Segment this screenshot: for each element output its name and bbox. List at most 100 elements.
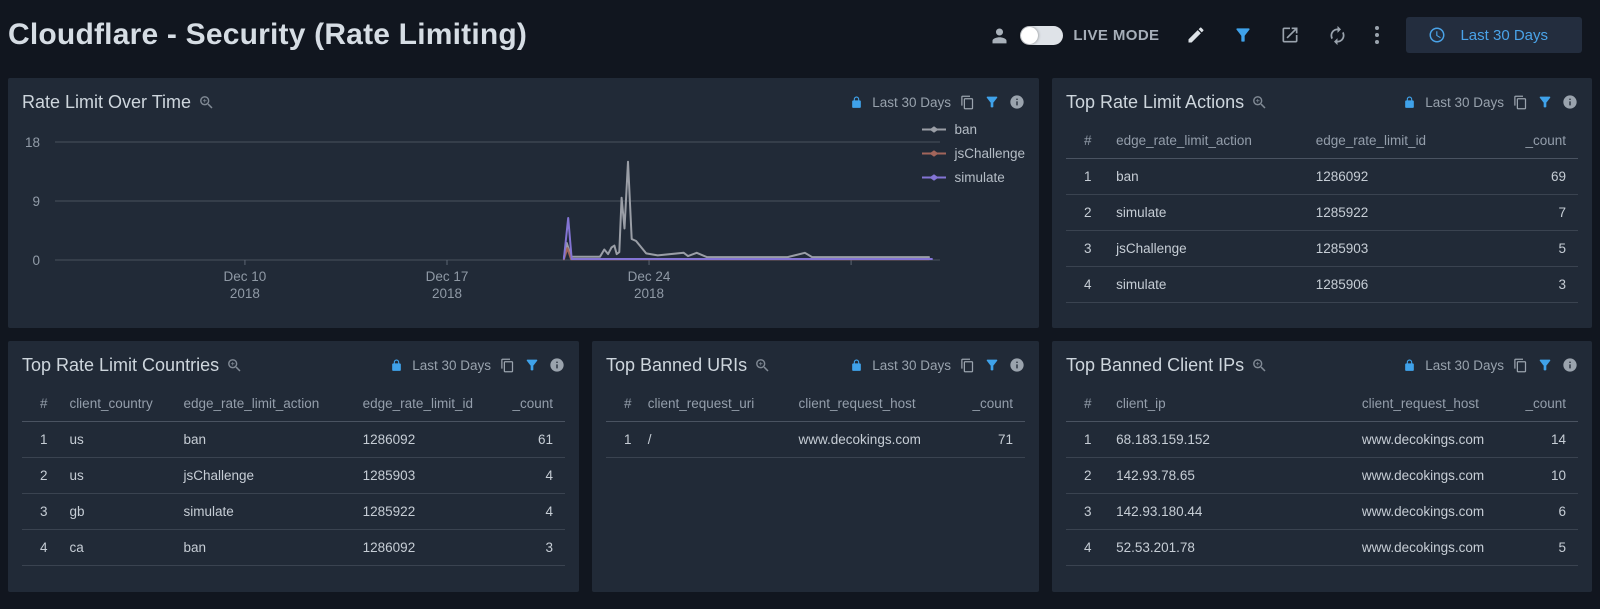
table-cell: 1286092 [358, 421, 500, 458]
zoom-in-icon[interactable] [754, 357, 771, 374]
table-row[interactable]: 2 us jsChallenge 1285903 4 [22, 457, 565, 494]
info-icon[interactable] [1562, 94, 1578, 110]
legend-item-simulate[interactable]: simulate [922, 170, 1025, 185]
table-cell: 4 [499, 493, 565, 530]
table-cell: 68.183.159.152 [1112, 421, 1358, 458]
x-tick-label: Dec 10 [224, 269, 267, 284]
chart-area: 0 9 18 Dec 10 2018 Dec 17 2018 Dec 24 2018 ban js… [22, 120, 1025, 307]
column-header-count[interactable]: _count [1506, 387, 1578, 422]
table-cell: ban [179, 421, 359, 458]
table-cell: ca [65, 529, 180, 566]
column-header-client-ip[interactable]: client_ip [1112, 387, 1358, 422]
copy-icon[interactable] [500, 358, 515, 373]
legend-item-jschallenge[interactable]: jsChallenge [922, 146, 1025, 161]
top-banned-uris-table: # client_request_uri client_request_host _c… [606, 387, 1025, 458]
x-tick-label-year: 2018 [634, 286, 664, 301]
table-cell: 5 [1496, 230, 1578, 267]
zoom-in-icon[interactable] [198, 94, 215, 111]
table-header-row: # client_country edge_rate_limit_action edg… [22, 387, 565, 422]
table-row[interactable]: 1 us ban 1286092 61 [22, 421, 565, 458]
table-cell: 52.53.201.78 [1112, 529, 1358, 566]
panel-title: Top Rate Limit Countries [22, 354, 220, 375]
table-cell: 14 [1506, 421, 1578, 458]
table-cell: 4 [1066, 266, 1113, 303]
legend-item-ban[interactable]: ban [922, 122, 1025, 137]
table-cell: 4 [1066, 529, 1113, 566]
column-header-count[interactable]: _count [953, 387, 1025, 422]
info-icon[interactable] [1009, 94, 1025, 110]
table-row[interactable]: 3 142.93.180.44 www.decokings.com 6 [1066, 493, 1578, 530]
table-header-row: # edge_rate_limit_action edge_rate_limit_i… [1066, 124, 1578, 159]
column-header-count[interactable]: _count [499, 387, 565, 422]
column-header-client-request-host[interactable]: client_request_host [1357, 387, 1507, 422]
filter-icon[interactable] [1537, 94, 1553, 110]
share-button[interactable] [1280, 25, 1300, 45]
legend-label: ban [954, 122, 977, 137]
filter-icon[interactable] [1537, 357, 1553, 373]
y-tick-label: 0 [32, 253, 40, 268]
column-header-edge-rate-limit-id[interactable]: edge_rate_limit_id [358, 387, 500, 422]
table-row[interactable]: 3 jsChallenge 1285903 5 [1066, 230, 1578, 267]
column-header-edge-rate-limit-id[interactable]: edge_rate_limit_id [1311, 124, 1497, 159]
panel-time-range: Last 30 Days [412, 357, 491, 373]
table-cell: 1285903 [358, 457, 500, 494]
live-mode-toggle[interactable] [1020, 25, 1064, 45]
column-header-[interactable]: # [1066, 387, 1113, 422]
table-row[interactable]: 1 ban 1286092 69 [1066, 158, 1578, 195]
legend-label: simulate [954, 170, 1005, 185]
table-cell: 1 [606, 421, 644, 458]
table-cell: ban [1112, 158, 1312, 195]
table-row[interactable]: 4 ca ban 1286092 3 [22, 529, 565, 566]
kebab-dot [1375, 33, 1380, 37]
table-row[interactable]: 2 simulate 1285922 7 [1066, 194, 1578, 231]
column-header-edge-rate-limit-action[interactable]: edge_rate_limit_action [179, 387, 359, 422]
column-header-count[interactable]: _count [1496, 124, 1578, 159]
table-row[interactable]: 4 simulate 1285906 3 [1066, 266, 1578, 303]
table-row[interactable]: 1/www.decokings.com 71 [606, 421, 1025, 458]
table-cell: 3 [1066, 230, 1113, 267]
edit-button[interactable] [1186, 25, 1206, 45]
top-banned-client-ips-table: # client_ip client_request_host _count 1 68.1… [1066, 387, 1578, 566]
table-cell: 3 [499, 529, 565, 566]
zoom-in-icon[interactable] [1251, 94, 1268, 111]
table-cell: 1286092 [1311, 158, 1497, 195]
time-range-button[interactable]: Last 30 Days [1406, 17, 1582, 53]
filter-button[interactable] [1233, 25, 1253, 45]
copy-icon[interactable] [1513, 95, 1528, 110]
panel-top-rate-limit-countries: Top Rate Limit Countries Last 30 Days # c… [8, 341, 579, 592]
refresh-button[interactable] [1327, 25, 1348, 46]
zoom-in-icon[interactable] [1251, 357, 1268, 374]
table-row[interactable]: 1 68.183.159.152 www.decokings.com 14 [1066, 421, 1578, 458]
copy-icon[interactable] [1513, 358, 1528, 373]
column-header-[interactable]: # [606, 387, 644, 422]
lock-icon [852, 96, 862, 108]
column-header-[interactable]: # [22, 387, 66, 422]
copy-icon[interactable] [960, 95, 975, 110]
copy-icon[interactable] [960, 358, 975, 373]
table-row[interactable]: 3 gb simulate 1285922 4 [22, 493, 565, 530]
column-header-client-country[interactable]: client_country [65, 387, 180, 422]
more-options-button[interactable] [1375, 26, 1380, 44]
info-icon[interactable] [1562, 357, 1578, 373]
table-row[interactable]: 4 52.53.201.78 www.decokings.com 5 [1066, 529, 1578, 566]
info-icon[interactable] [549, 357, 565, 373]
panel-title: Top Banned Client IPs [1066, 354, 1245, 375]
column-header-[interactable]: # [1066, 124, 1113, 159]
pencil-icon [1188, 27, 1204, 43]
zoom-in-icon[interactable] [226, 357, 243, 374]
column-header-client-request-uri[interactable]: client_request_uri [643, 387, 795, 422]
table-row[interactable]: 2 142.93.78.65 www.decokings.com 10 [1066, 457, 1578, 494]
table-cell: 3 [1496, 266, 1578, 303]
filter-icon[interactable] [984, 357, 1000, 373]
legend-marker [922, 150, 947, 157]
info-icon[interactable] [1009, 357, 1025, 373]
page-title: Cloudflare - Security (Rate Limiting) [8, 18, 528, 51]
table-cell: 1 [1066, 421, 1113, 458]
table-cell: www.decokings.com [1357, 421, 1507, 458]
panel-top-rate-limit-actions: Top Rate Limit Actions Last 30 Days # edg… [1052, 78, 1592, 328]
column-header-edge-rate-limit-action[interactable]: edge_rate_limit_action [1112, 124, 1312, 159]
filter-icon[interactable] [984, 94, 1000, 110]
column-header-client-request-host[interactable]: client_request_host [794, 387, 954, 422]
filter-icon[interactable] [524, 357, 540, 373]
panel-time-range: Last 30 Days [872, 357, 951, 373]
